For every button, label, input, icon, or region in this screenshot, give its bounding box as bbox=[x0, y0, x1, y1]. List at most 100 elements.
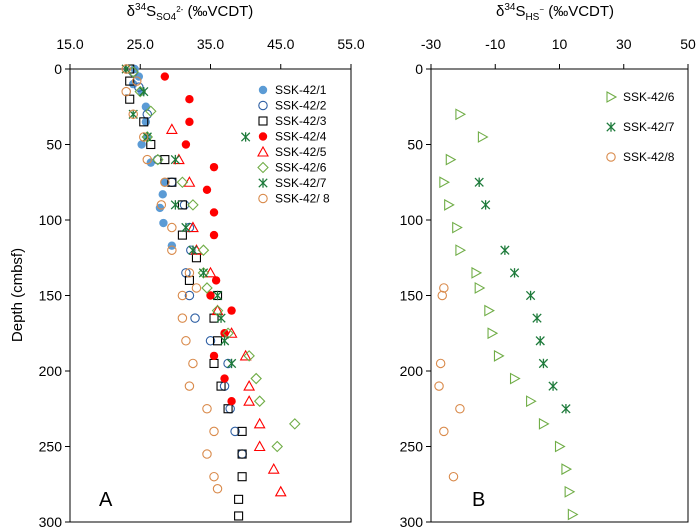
data-point bbox=[220, 374, 229, 383]
data-point bbox=[223, 404, 233, 414]
data-point bbox=[477, 131, 489, 143]
data-point bbox=[201, 282, 213, 294]
data-point bbox=[452, 221, 463, 234]
data-point bbox=[202, 185, 212, 194]
data-point bbox=[493, 349, 505, 362]
data-point bbox=[484, 304, 495, 317]
data-point bbox=[455, 108, 467, 121]
data-point bbox=[184, 381, 195, 391]
a-y-tick-label: 50 bbox=[46, 137, 62, 153]
data-point bbox=[202, 449, 212, 459]
data-point bbox=[455, 244, 467, 257]
legend-label: SSK-42/6 bbox=[275, 161, 327, 175]
data-point bbox=[500, 245, 510, 255]
a-y-tick-label: 0 bbox=[54, 61, 62, 77]
data-point bbox=[212, 484, 223, 494]
data-point bbox=[243, 350, 255, 362]
panel-a-title-unit: (‰VCDT) bbox=[187, 3, 253, 20]
data-point bbox=[455, 403, 465, 414]
legend-marker bbox=[606, 91, 618, 103]
data-point bbox=[190, 313, 200, 323]
data-point bbox=[177, 230, 187, 240]
data-point bbox=[216, 381, 226, 391]
data-point bbox=[188, 245, 198, 255]
data-point bbox=[216, 313, 226, 323]
data-point bbox=[181, 140, 191, 149]
panel-a-points bbox=[121, 64, 301, 521]
data-point bbox=[170, 154, 181, 165]
legend-marker bbox=[258, 132, 268, 141]
a-series-ssk-42-8 bbox=[121, 64, 223, 494]
data-point bbox=[197, 244, 210, 256]
data-point bbox=[474, 282, 486, 294]
data-point bbox=[155, 203, 165, 213]
data-point bbox=[234, 494, 244, 504]
legend-label: SSK-42/1 bbox=[275, 83, 327, 97]
b-legend-item-ssk-42-8: SSK-42/8 bbox=[606, 150, 675, 164]
panel-a-title-sub: SO4 bbox=[156, 12, 176, 23]
data-point bbox=[167, 222, 177, 233]
data-point bbox=[234, 511, 244, 521]
legend-marker bbox=[258, 85, 268, 95]
data-point bbox=[445, 153, 457, 166]
panel-b-title-sup: 34 bbox=[504, 2, 516, 13]
data-point bbox=[439, 283, 449, 293]
a-y-tick-label: 250 bbox=[39, 439, 63, 455]
b-x-tick-label: 10 bbox=[552, 36, 568, 52]
b-x-tick-label: -10 bbox=[485, 36, 505, 52]
data-point bbox=[230, 426, 240, 437]
data-point bbox=[434, 381, 444, 391]
data-point bbox=[220, 329, 229, 338]
data-point bbox=[237, 449, 247, 459]
data-point bbox=[177, 290, 188, 301]
y-axis-label: Depth (cmbsf) bbox=[9, 248, 26, 342]
data-point bbox=[211, 304, 224, 317]
panel-b-title-base: S bbox=[515, 3, 525, 20]
b-x-tick-label: 50 bbox=[680, 36, 696, 52]
data-point bbox=[209, 351, 219, 361]
data-point bbox=[439, 426, 449, 437]
data-point bbox=[253, 417, 266, 429]
data-point bbox=[121, 86, 131, 97]
b-y-tick-label: 100 bbox=[400, 212, 424, 228]
panel-b-x-ticks: -30 -10 10 30 50 bbox=[421, 36, 696, 69]
panel-b: δ34SHS− (‰VCDT) -30 -10 10 30 50 0 50 100 150 20… bbox=[400, 2, 696, 527]
data-point bbox=[187, 221, 199, 233]
data-point bbox=[209, 426, 219, 437]
legend-label: SSK-42/7 bbox=[275, 176, 327, 190]
b-series-ssk-42-6 bbox=[439, 108, 579, 521]
a-x-tick-label: 25.0 bbox=[127, 36, 154, 52]
data-point bbox=[567, 508, 579, 521]
a-y-tick-label: 100 bbox=[39, 212, 63, 228]
data-point bbox=[209, 208, 219, 217]
data-point bbox=[206, 291, 215, 300]
data-point bbox=[538, 417, 550, 430]
data-point bbox=[139, 132, 149, 142]
data-point bbox=[267, 463, 280, 474]
data-point bbox=[212, 290, 223, 301]
data-point bbox=[198, 268, 209, 278]
data-point bbox=[202, 403, 212, 414]
panel-a-title-delta: δ bbox=[127, 3, 135, 20]
panel-b-plot-frame bbox=[430, 68, 689, 523]
data-point bbox=[209, 358, 219, 369]
b-y-tick-label: 150 bbox=[400, 288, 424, 304]
data-point bbox=[237, 426, 247, 436]
data-point bbox=[145, 105, 157, 118]
data-point bbox=[160, 72, 170, 81]
data-point bbox=[444, 198, 455, 211]
legend-marker bbox=[257, 161, 269, 174]
data-point bbox=[227, 397, 236, 406]
data-point bbox=[535, 336, 545, 346]
panel-b-title-subsup: − bbox=[539, 5, 544, 14]
data-point bbox=[188, 358, 198, 369]
a-x-tick-label: 35.0 bbox=[197, 36, 224, 52]
data-point bbox=[225, 403, 235, 414]
data-point bbox=[191, 283, 202, 293]
a-x-tick-label: 45.0 bbox=[267, 36, 294, 52]
data-point bbox=[141, 131, 154, 143]
data-point bbox=[448, 471, 459, 482]
a-legend-item-ssk-42-8: SSK-42/ 8 bbox=[258, 192, 330, 206]
b-series-ssk-42-8 bbox=[434, 283, 465, 482]
